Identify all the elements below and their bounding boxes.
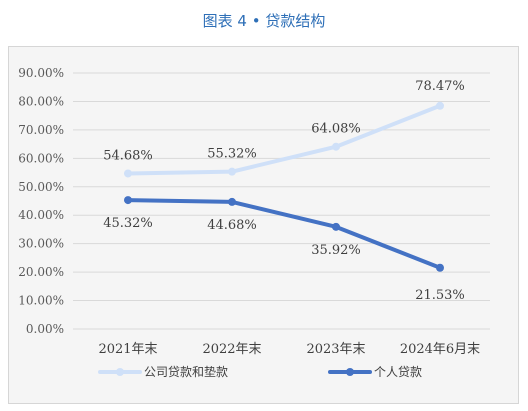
y-tick-label: 50.00%: [18, 180, 64, 194]
legend-label: 公司贷款和垫款: [144, 364, 228, 379]
data-label: 55.32%: [207, 147, 257, 162]
data-point: [228, 197, 236, 206]
series-line-0: [126, 103, 442, 176]
data-label: 35.92%: [311, 243, 361, 258]
y-tick-label: 70.00%: [18, 123, 64, 137]
x-tick-label: 2021年末: [98, 342, 157, 357]
data-point: [124, 169, 132, 178]
data-label: 45.32%: [103, 216, 153, 231]
data-point: [228, 167, 236, 176]
y-tick-label: 60.00%: [18, 151, 64, 165]
data-point: [436, 101, 444, 110]
y-tick-label: 30.00%: [18, 237, 64, 251]
chart-panel: [8, 46, 519, 404]
x-tick-label: 2022年末: [202, 342, 261, 357]
data-label: 44.68%: [207, 218, 257, 233]
figure-caption: 图表 4 • 贷款结构: [202, 12, 326, 30]
y-tick-label: 10.00%: [18, 294, 64, 308]
data-label: 78.47%: [415, 79, 465, 94]
legend-marker: [346, 368, 354, 376]
y-tick-label: 20.00%: [18, 265, 64, 279]
data-label: 54.68%: [103, 148, 153, 163]
x-tick-label: 2023年末: [306, 342, 365, 357]
y-tick-label: 90.00%: [18, 66, 64, 80]
data-point: [436, 263, 444, 272]
data-point: [332, 222, 340, 231]
x-tick-label: 2024年6月末: [400, 342, 480, 357]
data-label: 64.08%: [311, 122, 361, 137]
y-tick-label: 40.00%: [18, 208, 64, 222]
y-tick-label: 80.00%: [18, 94, 64, 108]
legend-marker: [116, 368, 124, 376]
data-point: [124, 196, 132, 205]
y-tick-label: 0.00%: [26, 322, 64, 336]
legend-label: 个人贷款: [374, 365, 422, 379]
data-label: 21.53%: [415, 288, 465, 303]
data-point: [332, 142, 340, 151]
series-line-1: [126, 198, 442, 270]
